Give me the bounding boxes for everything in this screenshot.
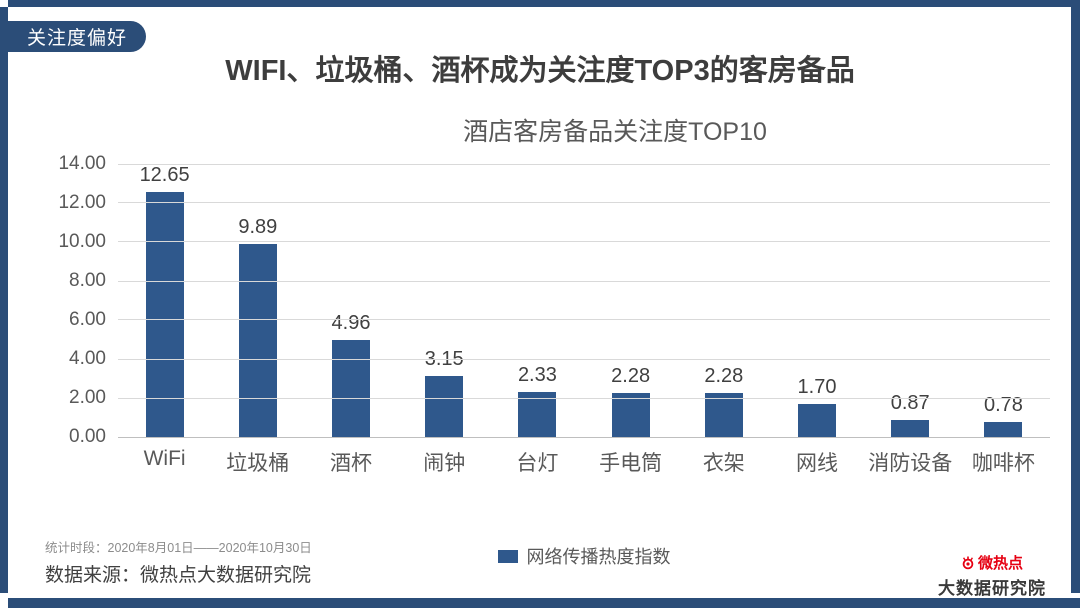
bar-column: 0.78 bbox=[957, 164, 1050, 437]
y-tick-label: 12.00 bbox=[58, 191, 106, 213]
legend-label: 网络传播热度指数 bbox=[526, 547, 671, 567]
y-tick-label: 6.00 bbox=[69, 308, 106, 330]
y-tick-label: 2.00 bbox=[69, 387, 106, 408]
bar-series: 12.65 9.89 4.96 3.15 2.33 2.28 2.28 1.70 0.87 0.7… bbox=[118, 164, 1050, 437]
brand-logo-name: 微热点 bbox=[938, 552, 1046, 573]
bar-value-label: 2.28 bbox=[704, 364, 744, 387]
x-tick-label: 咖啡杯 bbox=[971, 452, 1035, 475]
bar-value-label: 9.89 bbox=[238, 216, 278, 239]
gridline bbox=[118, 358, 1050, 360]
bar-value-label: 2.33 bbox=[517, 363, 557, 386]
footer-notes: 统计时段：2020年8月01日——2020年10月30日 数据来源：微热点大数据… bbox=[45, 537, 312, 587]
x-axis: WiFi 垃圾桶 酒杯 闹钟 台灯 手电筒 衣架 网线 消防设备 咖啡杯 bbox=[118, 447, 1050, 477]
gridline bbox=[118, 241, 1050, 243]
y-tick-label: 0.00 bbox=[69, 426, 106, 447]
x-tick-label: 台灯 bbox=[516, 452, 559, 475]
bar-value-label: 1.70 bbox=[797, 375, 837, 398]
chart-title: 酒店客房备品关注度TOP10 bbox=[463, 118, 767, 146]
frame-right-border bbox=[1071, 0, 1080, 593]
y-tick-label: 14.00 bbox=[58, 153, 106, 174]
y-tick-label: 8.00 bbox=[69, 270, 106, 291]
x-tick-label: 手电筒 bbox=[599, 452, 663, 475]
gridline bbox=[118, 202, 1050, 204]
x-tick-label: 垃圾桶 bbox=[226, 452, 290, 475]
x-tick-label: 闹钟 bbox=[423, 452, 466, 475]
bar-value-label: 2.28 bbox=[611, 364, 651, 387]
y-tick-label: 10.00 bbox=[58, 230, 106, 252]
x-tick-label: 网线 bbox=[796, 452, 839, 475]
frame-left-border bbox=[0, 7, 8, 593]
frame-bottom-border bbox=[8, 598, 1080, 608]
bar-value-label: 4.96 bbox=[331, 312, 371, 335]
bar bbox=[798, 403, 837, 437]
eye-logo-icon bbox=[961, 556, 975, 570]
bar-column: 2.28 bbox=[584, 164, 677, 437]
bar-column: 3.15 bbox=[398, 164, 491, 437]
x-baseline bbox=[118, 436, 1050, 438]
bar-value-label: 0.78 bbox=[983, 393, 1023, 416]
y-tick-label: 4.00 bbox=[69, 348, 106, 369]
gridline bbox=[118, 319, 1050, 321]
bar bbox=[145, 192, 184, 437]
bar-column: 1.70 bbox=[770, 164, 863, 437]
bar bbox=[425, 375, 464, 437]
brand-subname-text: 大数据研究院 bbox=[938, 579, 1046, 598]
brand-name-text: 微热点 bbox=[977, 555, 1023, 572]
data-source: 数据来源：微热点大数据研究院 bbox=[45, 565, 312, 586]
bar-column: 0.87 bbox=[864, 164, 957, 437]
bar bbox=[518, 391, 557, 437]
bar bbox=[611, 392, 650, 437]
brand-logo: 微热点 大数据研究院 bbox=[938, 552, 1046, 599]
bar-column: 4.96 bbox=[304, 164, 397, 437]
bar bbox=[238, 244, 277, 437]
bar bbox=[332, 340, 370, 437]
frame-top-border bbox=[8, 0, 1080, 7]
gridline bbox=[118, 397, 1050, 399]
legend-swatch-icon bbox=[497, 549, 518, 563]
x-tick-label: WiFi bbox=[143, 447, 186, 470]
x-tick-label: 消防设备 bbox=[868, 452, 953, 475]
bar-column: 2.33 bbox=[491, 164, 584, 437]
stats-period: 统计时段：2020年8月01日——2020年10月30日 bbox=[45, 541, 312, 555]
bar-column: 9.89 bbox=[211, 164, 304, 437]
y-axis: 14.00 12.00 10.00 8.00 6.00 4.00 2.00 0.00 bbox=[28, 153, 106, 447]
x-tick-label: 酒杯 bbox=[330, 452, 372, 475]
bar-value-label: 0.87 bbox=[890, 392, 930, 415]
plot-area: 12.65 9.89 4.96 3.15 2.33 2.28 2.28 1.70 0.87 0.7… bbox=[118, 163, 1050, 438]
bar-value-label: 12.65 bbox=[139, 164, 190, 186]
bar bbox=[984, 421, 1023, 437]
bar-column: 12.65 bbox=[118, 164, 211, 437]
gridline bbox=[118, 280, 1050, 282]
bar bbox=[704, 392, 743, 437]
bar bbox=[891, 420, 930, 437]
legend: 网络传播热度指数 bbox=[118, 543, 1050, 569]
gridline bbox=[118, 163, 1050, 165]
bar-column: 2.28 bbox=[677, 164, 770, 437]
section-badge-label: 关注度偏好 bbox=[26, 28, 127, 49]
x-tick-label: 衣架 bbox=[702, 452, 745, 475]
section-badge: 关注度偏好 bbox=[8, 21, 146, 52]
page-title: WIFI、垃圾桶、酒杯成为关注度TOP3的客房备品 bbox=[225, 55, 855, 87]
